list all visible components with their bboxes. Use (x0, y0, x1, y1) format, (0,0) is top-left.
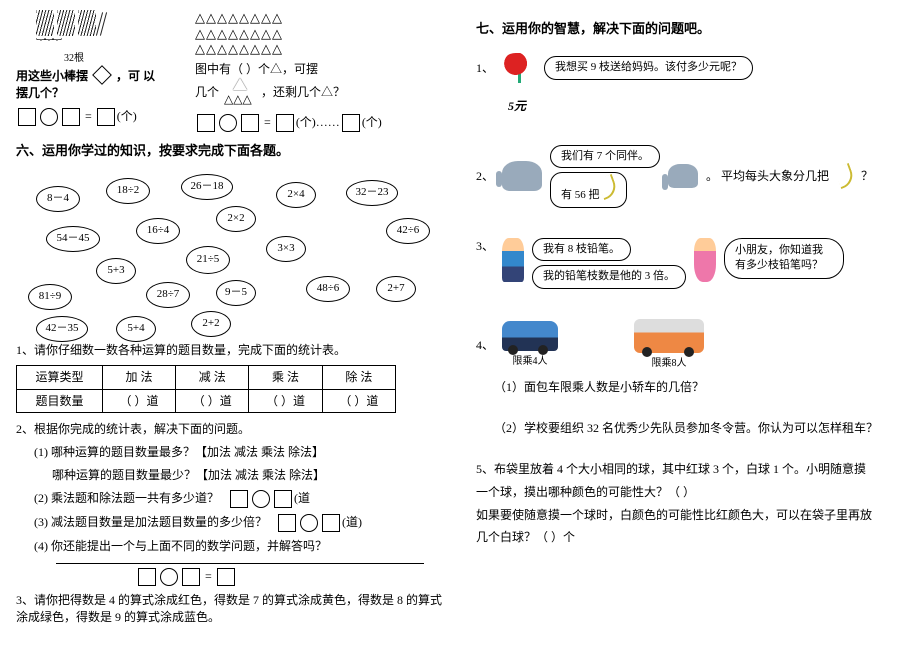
q2-bub2: 有 56 把 (550, 172, 627, 207)
bubble-expr: 2×4 (276, 182, 316, 208)
bubble-expr: 42－35 (36, 316, 88, 342)
bubble-expr: 32－23 (346, 180, 398, 206)
table-cell[interactable]: （ ）道 (102, 389, 175, 413)
boy-icon (502, 238, 524, 282)
table-cell[interactable]: 题目数量 (17, 389, 103, 413)
problem-4: 4、 限乘4人 限乘8人 (476, 319, 904, 372)
q3-think: 小朋友，你知道我有多少枝铅笔吗？ (724, 238, 844, 279)
q2-3: (3) 减法题目数量是加法题目数量的多少倍？ (34, 515, 267, 529)
elephant-small-icon (668, 164, 698, 188)
q3: 3、请你把得数是 4 的算式涂成红色，得数是 7 的算式涂成黄色，得数是 8 的… (16, 592, 444, 626)
table-header: 乘 法 (249, 365, 322, 389)
triangle-block: △△△△△△△△△△△△△△△△△△△△△△△△ 图中有（ ）个△，可摆 几个 … (195, 10, 382, 132)
q1-price: 5元 (508, 98, 904, 115)
girl2-icon (694, 238, 716, 282)
q5b: 一个球，摸出哪种颜色的可能性大？（ ） (476, 484, 904, 501)
sticks-block: ︸︸︸ 32根 用这些小棒摆 ，可 以 摆几个？ = (个) (16, 10, 155, 132)
elephant-icon (502, 161, 542, 191)
bubble-expr: 2+2 (191, 311, 231, 337)
q1: 1、请你仔细数一数各种运算的题目数量，完成下面的统计表。 (16, 342, 444, 359)
q2-text: 。 平均每头大象分几把 (706, 168, 829, 185)
bubble-expr: 18÷2 (106, 178, 150, 204)
tri-q: 几个 (195, 84, 219, 98)
q2-bub1: 我们有 7 个同伴。 (550, 145, 660, 168)
section-6-title: 六、运用你学过的知识，按要求完成下面各题。 (16, 142, 444, 160)
bubble-expr: 26－18 (181, 174, 233, 200)
bubble-chart: 8－4 18÷2 26－18 2×2 2×4 32－23 54－45 16÷4 42÷6 5+3 2… (16, 166, 446, 336)
q3-bub1: 我有 8 枝铅笔。 (532, 238, 631, 261)
q2-2: (2) 乘法题和除法题一共有多少道？ (34, 491, 219, 505)
car-cap: 限乘4人 (502, 355, 558, 369)
brace: ︸︸︸ (36, 38, 155, 52)
bubble-expr: 81÷9 (28, 284, 72, 310)
bubble-expr: 3×3 (266, 236, 306, 262)
diamond-icon (92, 65, 112, 85)
car-icon (502, 321, 558, 351)
bubble-expr: 5+4 (116, 316, 156, 342)
bubble-expr: 5+3 (96, 258, 136, 284)
table-header: 除 法 (322, 365, 395, 389)
answer-line[interactable] (56, 563, 424, 564)
table-header: 加 法 (102, 365, 175, 389)
bubble-expr: 48÷6 (306, 276, 350, 302)
table-cell[interactable]: （ ）道 (249, 389, 322, 413)
table-header: 运算类型 (17, 365, 103, 389)
bubble-expr: 16÷4 (136, 218, 180, 244)
banana-icon-2 (834, 163, 857, 189)
q5d: 几个白球？（ ）个 (476, 529, 904, 546)
table-header: 减 法 (176, 365, 249, 389)
q2-1b: 哪种运算的题目数量最少？【加法 减法 乘法 除法】 (52, 467, 444, 484)
sticks-count: 32根 (64, 52, 155, 66)
van-icon (634, 319, 704, 353)
section-7-title: 七、运用你的智慧，解决下面的问题吧。 (476, 20, 904, 38)
bubble-expr: 9－5 (216, 280, 256, 306)
bubble-expr: 54－45 (46, 226, 100, 252)
problem-2: 2、 我们有 7 个同伴。 有 56 把 。 平均每头大象分几把 ？ (476, 145, 904, 208)
q2: 2、根据你完成的统计表，解决下面的问题。 (16, 421, 444, 438)
van-cap: 限乘8人 (634, 357, 704, 371)
sticks-q3: 摆几个？ (16, 86, 64, 100)
bubble-expr: 42÷6 (386, 218, 430, 244)
q4-1: （1）面包车限乘人数是小轿车的几倍？ (494, 379, 904, 396)
table-cell[interactable]: （ ）道 (176, 389, 249, 413)
sticks-q2: ，可 以 (116, 69, 155, 83)
q1-bubble: 我想买 9 枝送给妈妈。该付多少元呢？ (544, 56, 753, 79)
eq-box-3[interactable]: = (136, 568, 444, 586)
q2-4: (4) 你还能提出一个与上面不同的数学问题，并解答吗？ (34, 538, 444, 555)
rose-icon (502, 53, 536, 83)
tri-rest: ，还剩几个△？ (261, 84, 345, 98)
bubble-expr: 2+7 (376, 276, 416, 302)
girl-icon (761, 46, 791, 90)
eq-box[interactable]: (道 (228, 490, 310, 508)
stats-table: 运算类型加 法减 法乘 法除 法 题目数量（ ）道（ ）道（ ）道（ ）道 (16, 365, 396, 414)
eq-box-2[interactable]: (道) (276, 514, 362, 532)
tri-total: 图中有（ ）个△，可摆 (195, 62, 318, 76)
table-cell[interactable]: （ ）道 (322, 389, 395, 413)
q2-1a: (1) 哪种运算的题目数量最多？【加法 减法 乘法 除法】 (34, 444, 444, 461)
sticks-q: 用这些小棒摆 (16, 69, 88, 83)
sticks-equation[interactable]: = (个) (16, 108, 155, 126)
tri-stack-icon: △△△ (222, 78, 258, 108)
problem-3: 3、 我有 8 枝铅笔。 我的铅笔枝数是他的 3 倍。 小朋友，你知道我有多少枝… (476, 238, 904, 289)
q5c: 如果要使随意摸一个球时，白颜色的可能性比红颜色大，可以在袋子里再放 (476, 507, 904, 524)
triangle-grid: △△△△△△△△△△△△△△△△△△△△△△△△ (195, 10, 382, 57)
tri-equation[interactable]: = (个)……(个) (195, 114, 382, 132)
bubble-expr: 28÷7 (146, 282, 190, 308)
q3-bub2: 我的铅笔枝数是他的 3 倍。 (532, 265, 686, 288)
q5a: 5、布袋里放着 4 个大小相同的球，其中红球 3 个，白球 1 个。小明随意摸 (476, 461, 904, 478)
problem-1: 1、 我想买 9 枝送给妈妈。该付多少元呢？ (476, 46, 904, 90)
bubble-expr: 2×2 (216, 206, 256, 232)
q4-2: （2）学校要组织 32 名优秀少先队员参加冬令营。你认为可以怎样租车？ (494, 420, 904, 437)
bubble-expr: 21÷5 (186, 246, 230, 274)
bubble-expr: 8－4 (36, 186, 80, 212)
